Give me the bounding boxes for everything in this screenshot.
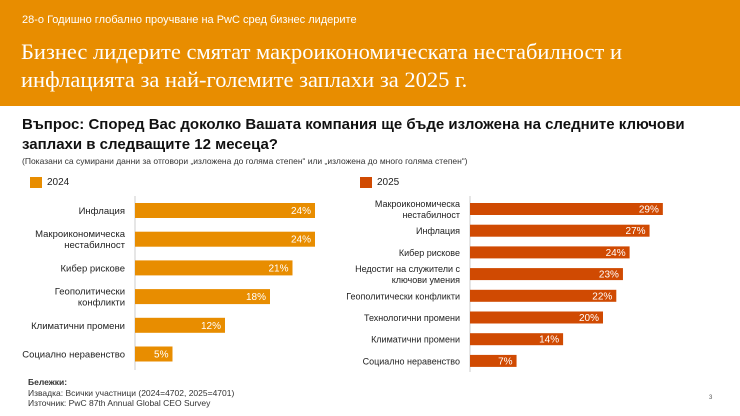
category-label: Инфлация <box>79 206 125 217</box>
bar-value-label: 23% <box>599 270 619 281</box>
question-text: Въпрос: Според Вас доколко Вашата компан… <box>22 116 685 153</box>
bar-value-label: 21% <box>268 263 288 274</box>
category-label: нестабилност <box>64 240 125 251</box>
bar <box>135 231 315 247</box>
bar <box>470 224 650 237</box>
legend-label-2024: 2024 <box>47 177 70 188</box>
bar-value-label: 5% <box>154 350 169 361</box>
category-label: конфликти <box>78 298 125 309</box>
category-label: Социално неравенство <box>22 350 125 361</box>
category-label: Кибер рискове <box>61 263 126 274</box>
bar <box>470 289 617 302</box>
bar-value-label: 18% <box>246 292 266 303</box>
bar-value-label: 14% <box>539 335 559 346</box>
category-label: Климатични промени <box>31 321 125 332</box>
category-label: Макроикономическа <box>375 199 460 209</box>
bar-value-label: 24% <box>606 248 626 259</box>
category-label: Макроикономическа <box>35 229 126 240</box>
legend-swatch-2025 <box>360 177 372 188</box>
bar <box>135 317 225 333</box>
bar <box>135 260 293 276</box>
slide-title: Бизнес лидерите смятат макроикономическа… <box>21 39 623 92</box>
bar <box>135 289 270 305</box>
notes-sample: Извадка: Всички участници (2024=4702, 20… <box>28 387 235 398</box>
legend-2024: 2024 <box>30 177 69 188</box>
bar-value-label: 20% <box>579 313 599 324</box>
bar-value-label: 24% <box>291 206 311 217</box>
question-note: (Показани са сумирани данни за отговори … <box>22 156 468 166</box>
header-banner: 28-о Годишно глобално проучване на PwC с… <box>0 0 740 106</box>
bar <box>470 203 663 215</box>
survey-kicker: 28-о Годишно глобално проучване на PwC с… <box>22 14 357 26</box>
bar-value-label: 7% <box>498 356 513 367</box>
bar-value-label: 24% <box>291 235 311 246</box>
notes-source: Източник: PwC 87th Annual Global CEO Sur… <box>28 398 211 408</box>
bar <box>470 354 517 367</box>
bar <box>470 246 630 259</box>
category-label: Геополитически <box>55 287 125 298</box>
notes: Бележки: Извадка: Всички участници (2024… <box>28 377 234 409</box>
bar <box>135 346 173 362</box>
page-number: 3 <box>709 395 713 401</box>
legend-2025: 2025 <box>360 177 399 188</box>
legend-swatch-2024 <box>30 177 42 188</box>
bar <box>470 311 603 324</box>
category-label: Геополитически конфликти <box>346 291 460 301</box>
category-label: нестабилност <box>402 210 460 220</box>
category-label: ключови умения <box>392 275 460 285</box>
category-label: Климатични промени <box>371 335 460 345</box>
category-label: Кибер рискове <box>399 248 460 258</box>
category-label: Социално неравенство <box>363 356 460 366</box>
bar-value-label: 27% <box>626 226 646 237</box>
bar-value-label: 29% <box>639 205 659 216</box>
category-label: Недостиг на служители с <box>355 264 460 274</box>
category-label: Технологични промени <box>364 313 460 323</box>
bar <box>470 333 564 346</box>
category-label: Инфлация <box>416 226 460 236</box>
bar-value-label: 22% <box>592 291 612 302</box>
legend-label-2025: 2025 <box>377 177 400 188</box>
bar-value-label: 12% <box>201 321 221 332</box>
notes-heading: Бележки: <box>28 377 68 387</box>
bar <box>135 203 315 218</box>
bar <box>470 268 623 281</box>
